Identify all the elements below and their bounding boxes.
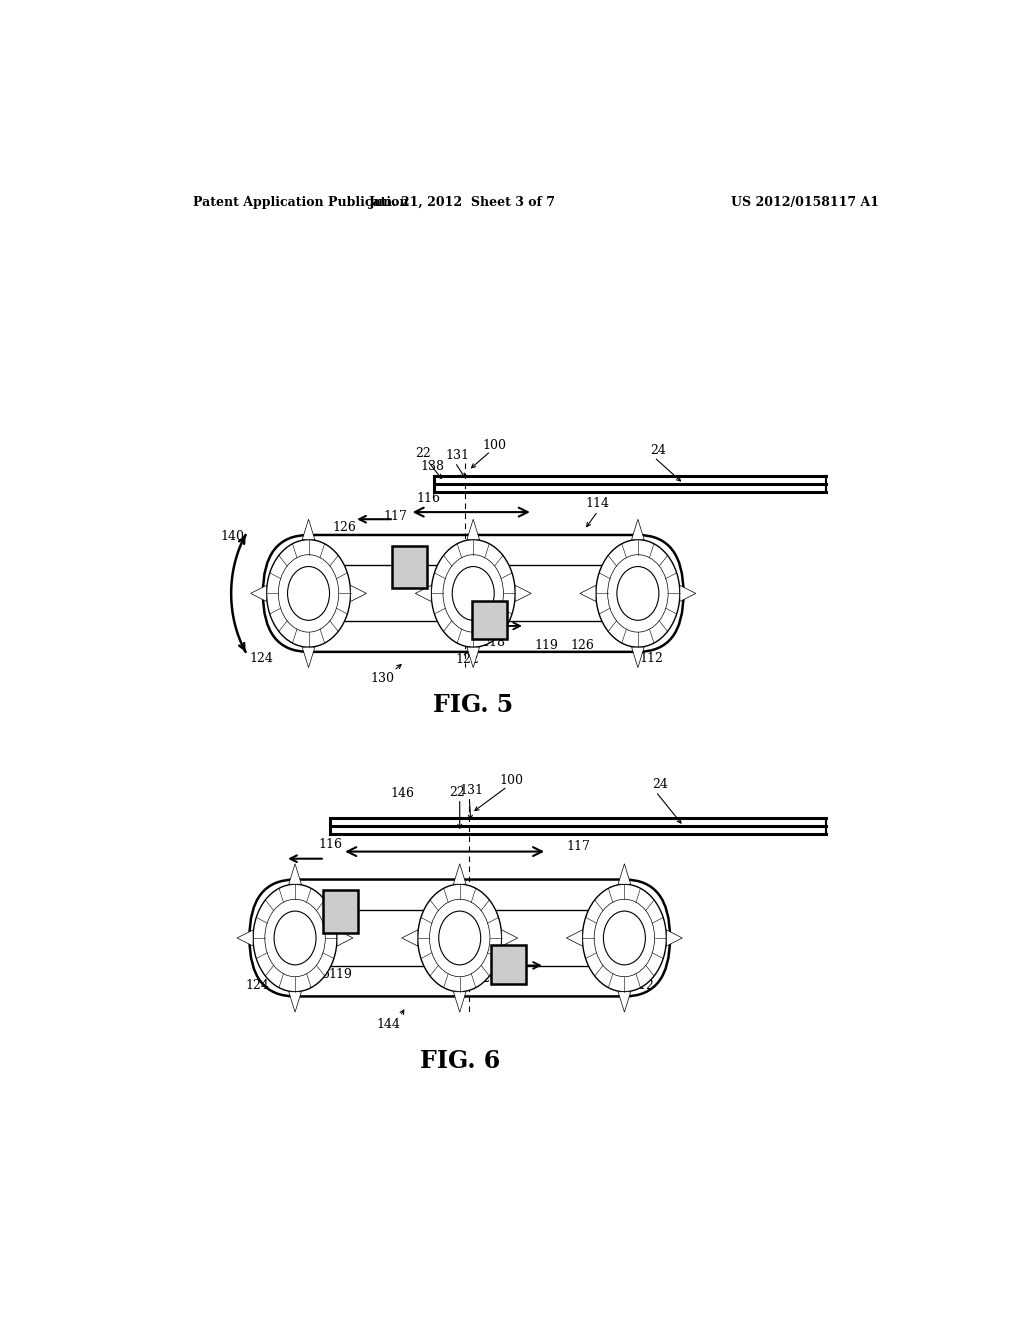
- Circle shape: [266, 540, 350, 647]
- Polygon shape: [289, 863, 301, 884]
- Polygon shape: [502, 929, 518, 946]
- Circle shape: [438, 911, 480, 965]
- Text: 112: 112: [640, 652, 664, 665]
- Polygon shape: [667, 929, 682, 946]
- Polygon shape: [289, 991, 301, 1012]
- Text: 116: 116: [318, 838, 342, 851]
- Text: 119: 119: [329, 968, 352, 981]
- Text: 131: 131: [460, 784, 483, 797]
- Polygon shape: [454, 863, 466, 884]
- Text: 24: 24: [651, 777, 668, 791]
- Text: 131: 131: [445, 449, 469, 462]
- Polygon shape: [454, 991, 466, 1012]
- Polygon shape: [632, 647, 644, 668]
- Text: 138: 138: [420, 459, 444, 473]
- Polygon shape: [251, 585, 266, 602]
- Circle shape: [274, 911, 316, 965]
- Circle shape: [279, 554, 339, 632]
- Text: 100: 100: [500, 774, 523, 787]
- Text: 100: 100: [482, 438, 507, 451]
- Text: 117: 117: [567, 840, 591, 853]
- Circle shape: [431, 540, 515, 647]
- Text: 119: 119: [535, 639, 558, 652]
- FancyBboxPatch shape: [250, 879, 670, 997]
- Polygon shape: [467, 647, 479, 668]
- Polygon shape: [467, 519, 479, 540]
- Text: 24: 24: [650, 444, 666, 457]
- Polygon shape: [618, 991, 631, 1012]
- Text: 126: 126: [570, 639, 594, 652]
- Bar: [392, 545, 427, 589]
- Polygon shape: [580, 585, 596, 602]
- Circle shape: [253, 884, 337, 991]
- Polygon shape: [238, 929, 253, 946]
- Polygon shape: [618, 863, 631, 884]
- Text: 22: 22: [416, 446, 431, 459]
- Text: 126: 126: [333, 521, 356, 533]
- Text: 146: 146: [390, 787, 415, 800]
- Circle shape: [594, 899, 654, 977]
- Circle shape: [418, 884, 502, 991]
- Polygon shape: [302, 519, 314, 540]
- Circle shape: [429, 899, 489, 977]
- Bar: [472, 601, 507, 639]
- Polygon shape: [302, 647, 314, 668]
- Text: 114: 114: [586, 498, 610, 511]
- Polygon shape: [632, 519, 644, 540]
- Text: 124: 124: [246, 979, 269, 993]
- Polygon shape: [416, 585, 431, 602]
- Text: FIG. 5: FIG. 5: [433, 693, 513, 717]
- Text: 124: 124: [250, 652, 273, 665]
- Bar: [492, 945, 526, 983]
- Text: 140: 140: [221, 531, 245, 543]
- Circle shape: [607, 554, 668, 632]
- Polygon shape: [350, 585, 367, 602]
- Text: 112: 112: [631, 979, 654, 993]
- Text: 126: 126: [306, 968, 331, 981]
- Bar: [324, 890, 358, 933]
- Text: 130: 130: [370, 672, 394, 685]
- Text: 144: 144: [376, 1018, 400, 1031]
- Polygon shape: [337, 929, 353, 946]
- Text: 117: 117: [384, 510, 408, 523]
- Circle shape: [603, 911, 645, 965]
- Circle shape: [583, 884, 667, 991]
- FancyBboxPatch shape: [263, 535, 684, 652]
- Text: 116: 116: [416, 492, 440, 506]
- Text: 22: 22: [450, 787, 465, 799]
- Polygon shape: [401, 929, 418, 946]
- Polygon shape: [566, 929, 583, 946]
- Text: 122: 122: [440, 973, 464, 986]
- Text: 118: 118: [481, 636, 505, 648]
- Circle shape: [453, 566, 495, 620]
- Polygon shape: [515, 585, 531, 602]
- Circle shape: [616, 566, 658, 620]
- Circle shape: [596, 540, 680, 647]
- Circle shape: [265, 899, 326, 977]
- Text: US 2012/0158117 A1: US 2012/0158117 A1: [731, 195, 880, 209]
- Text: 126: 126: [475, 972, 499, 985]
- Circle shape: [443, 554, 504, 632]
- Text: Jun. 21, 2012  Sheet 3 of 7: Jun. 21, 2012 Sheet 3 of 7: [370, 195, 556, 209]
- Polygon shape: [680, 585, 696, 602]
- Text: FIG. 6: FIG. 6: [420, 1049, 500, 1073]
- Text: Patent Application Publication: Patent Application Publication: [194, 195, 409, 209]
- Circle shape: [288, 566, 330, 620]
- Text: 118: 118: [496, 972, 519, 985]
- Text: 122: 122: [455, 653, 479, 667]
